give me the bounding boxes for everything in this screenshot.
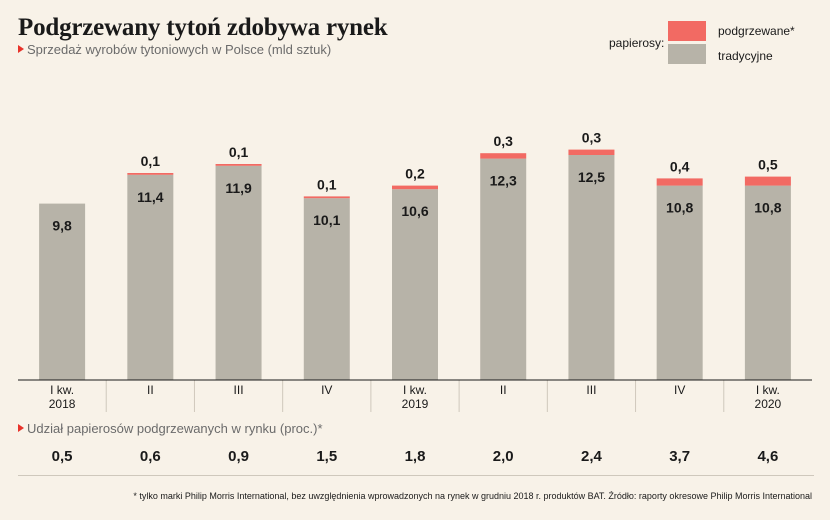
data-label-traditional: 9,8 bbox=[52, 218, 72, 234]
divider bbox=[18, 475, 814, 476]
x-tick-label: IV bbox=[321, 383, 332, 397]
data-label-traditional: 12,3 bbox=[490, 173, 517, 189]
footnote: * tylko marki Philip Morris Internationa… bbox=[133, 491, 812, 501]
data-label-traditional: 11,4 bbox=[137, 189, 164, 205]
x-tick-label-year: 2019 bbox=[402, 397, 429, 411]
bar-heated bbox=[480, 153, 527, 159]
share-value: 0,9 bbox=[228, 448, 249, 465]
share-value: 0,5 bbox=[51, 448, 73, 465]
bar-traditional bbox=[392, 189, 438, 380]
marker-triangle-icon bbox=[18, 45, 24, 53]
share-title: Udział papierosów podgrzewanych w rynku … bbox=[18, 421, 323, 436]
bar-heated bbox=[215, 164, 262, 166]
data-label-traditional: 10,6 bbox=[401, 203, 428, 219]
data-label-traditional: 12,5 bbox=[578, 169, 605, 185]
x-tick-label: IV bbox=[674, 383, 685, 397]
chart-subtitle: Sprzedaż wyrobów tytoniowych w Polsce (m… bbox=[18, 42, 331, 57]
share-value: 3,7 bbox=[669, 448, 691, 465]
legend-swatch-heated bbox=[668, 21, 706, 41]
bar-traditional bbox=[303, 198, 350, 380]
bar-heated bbox=[656, 178, 703, 186]
x-tick-label: II bbox=[147, 383, 154, 397]
legend-swatch-traditional bbox=[668, 44, 706, 64]
data-label-heated: 0,1 bbox=[141, 153, 161, 169]
share-value: 4,6 bbox=[757, 448, 779, 465]
data-label-heated: 0,3 bbox=[582, 130, 602, 146]
bar-heated bbox=[568, 149, 615, 155]
data-label-traditional: 11,9 bbox=[225, 180, 252, 196]
x-tick-label: III bbox=[586, 383, 596, 397]
marker-triangle-icon bbox=[18, 424, 24, 432]
bar-heated bbox=[744, 176, 791, 186]
bar-heated bbox=[127, 173, 174, 175]
x-tick-label: II bbox=[500, 383, 507, 397]
x-tick-label: I kw. bbox=[403, 383, 427, 397]
x-tick-label: I kw. bbox=[50, 383, 74, 397]
data-label-traditional: 10,8 bbox=[666, 200, 693, 216]
data-label-heated: 0,1 bbox=[229, 144, 249, 160]
bar-traditional bbox=[656, 185, 703, 380]
data-label-heated: 0,1 bbox=[317, 176, 337, 192]
legend-caption: papierosy: bbox=[609, 36, 665, 50]
share-value: 0,6 bbox=[139, 448, 161, 465]
x-tick-label: III bbox=[234, 383, 244, 397]
share-value: 1,8 bbox=[404, 448, 426, 465]
bar-traditional bbox=[215, 165, 262, 380]
data-label-traditional: 10,8 bbox=[754, 200, 781, 216]
share-value: 2,0 bbox=[492, 448, 514, 465]
bar-traditional bbox=[39, 203, 86, 380]
data-label-heated: 0,2 bbox=[405, 166, 425, 182]
share-title-text: Udział papierosów podgrzewanych w rynku … bbox=[27, 421, 323, 436]
chart-subtitle-text: Sprzedaż wyrobów tytoniowych w Polsce (m… bbox=[27, 42, 332, 57]
chart-title: Podgrzewany tytoń zdobywa rynek bbox=[18, 14, 388, 41]
x-tick-label: I kw. bbox=[756, 383, 780, 397]
data-label-traditional: 10,1 bbox=[313, 212, 340, 228]
data-label-heated: 0,4 bbox=[670, 158, 690, 174]
legend-label-heated: podgrzewane* bbox=[718, 24, 795, 38]
bar-traditional bbox=[127, 174, 174, 380]
data-label-heated: 0,5 bbox=[758, 157, 778, 173]
share-value: 1,5 bbox=[316, 448, 338, 465]
share-value: 2,4 bbox=[581, 448, 602, 465]
x-tick-label-year: 2020 bbox=[755, 397, 782, 411]
data-label-heated: 0,3 bbox=[493, 133, 513, 149]
legend-label-traditional: tradycyjne bbox=[718, 49, 773, 63]
bar-traditional bbox=[744, 185, 791, 380]
bar-chart: 9,8I kw.201811,40,1II11,90,1III10,10,1IV… bbox=[18, 130, 812, 412]
x-tick-label-year: 2018 bbox=[49, 397, 76, 411]
bar-heated bbox=[303, 196, 350, 199]
bar-traditional bbox=[480, 158, 527, 380]
bar-heated bbox=[392, 185, 438, 190]
bar-traditional bbox=[568, 155, 615, 380]
